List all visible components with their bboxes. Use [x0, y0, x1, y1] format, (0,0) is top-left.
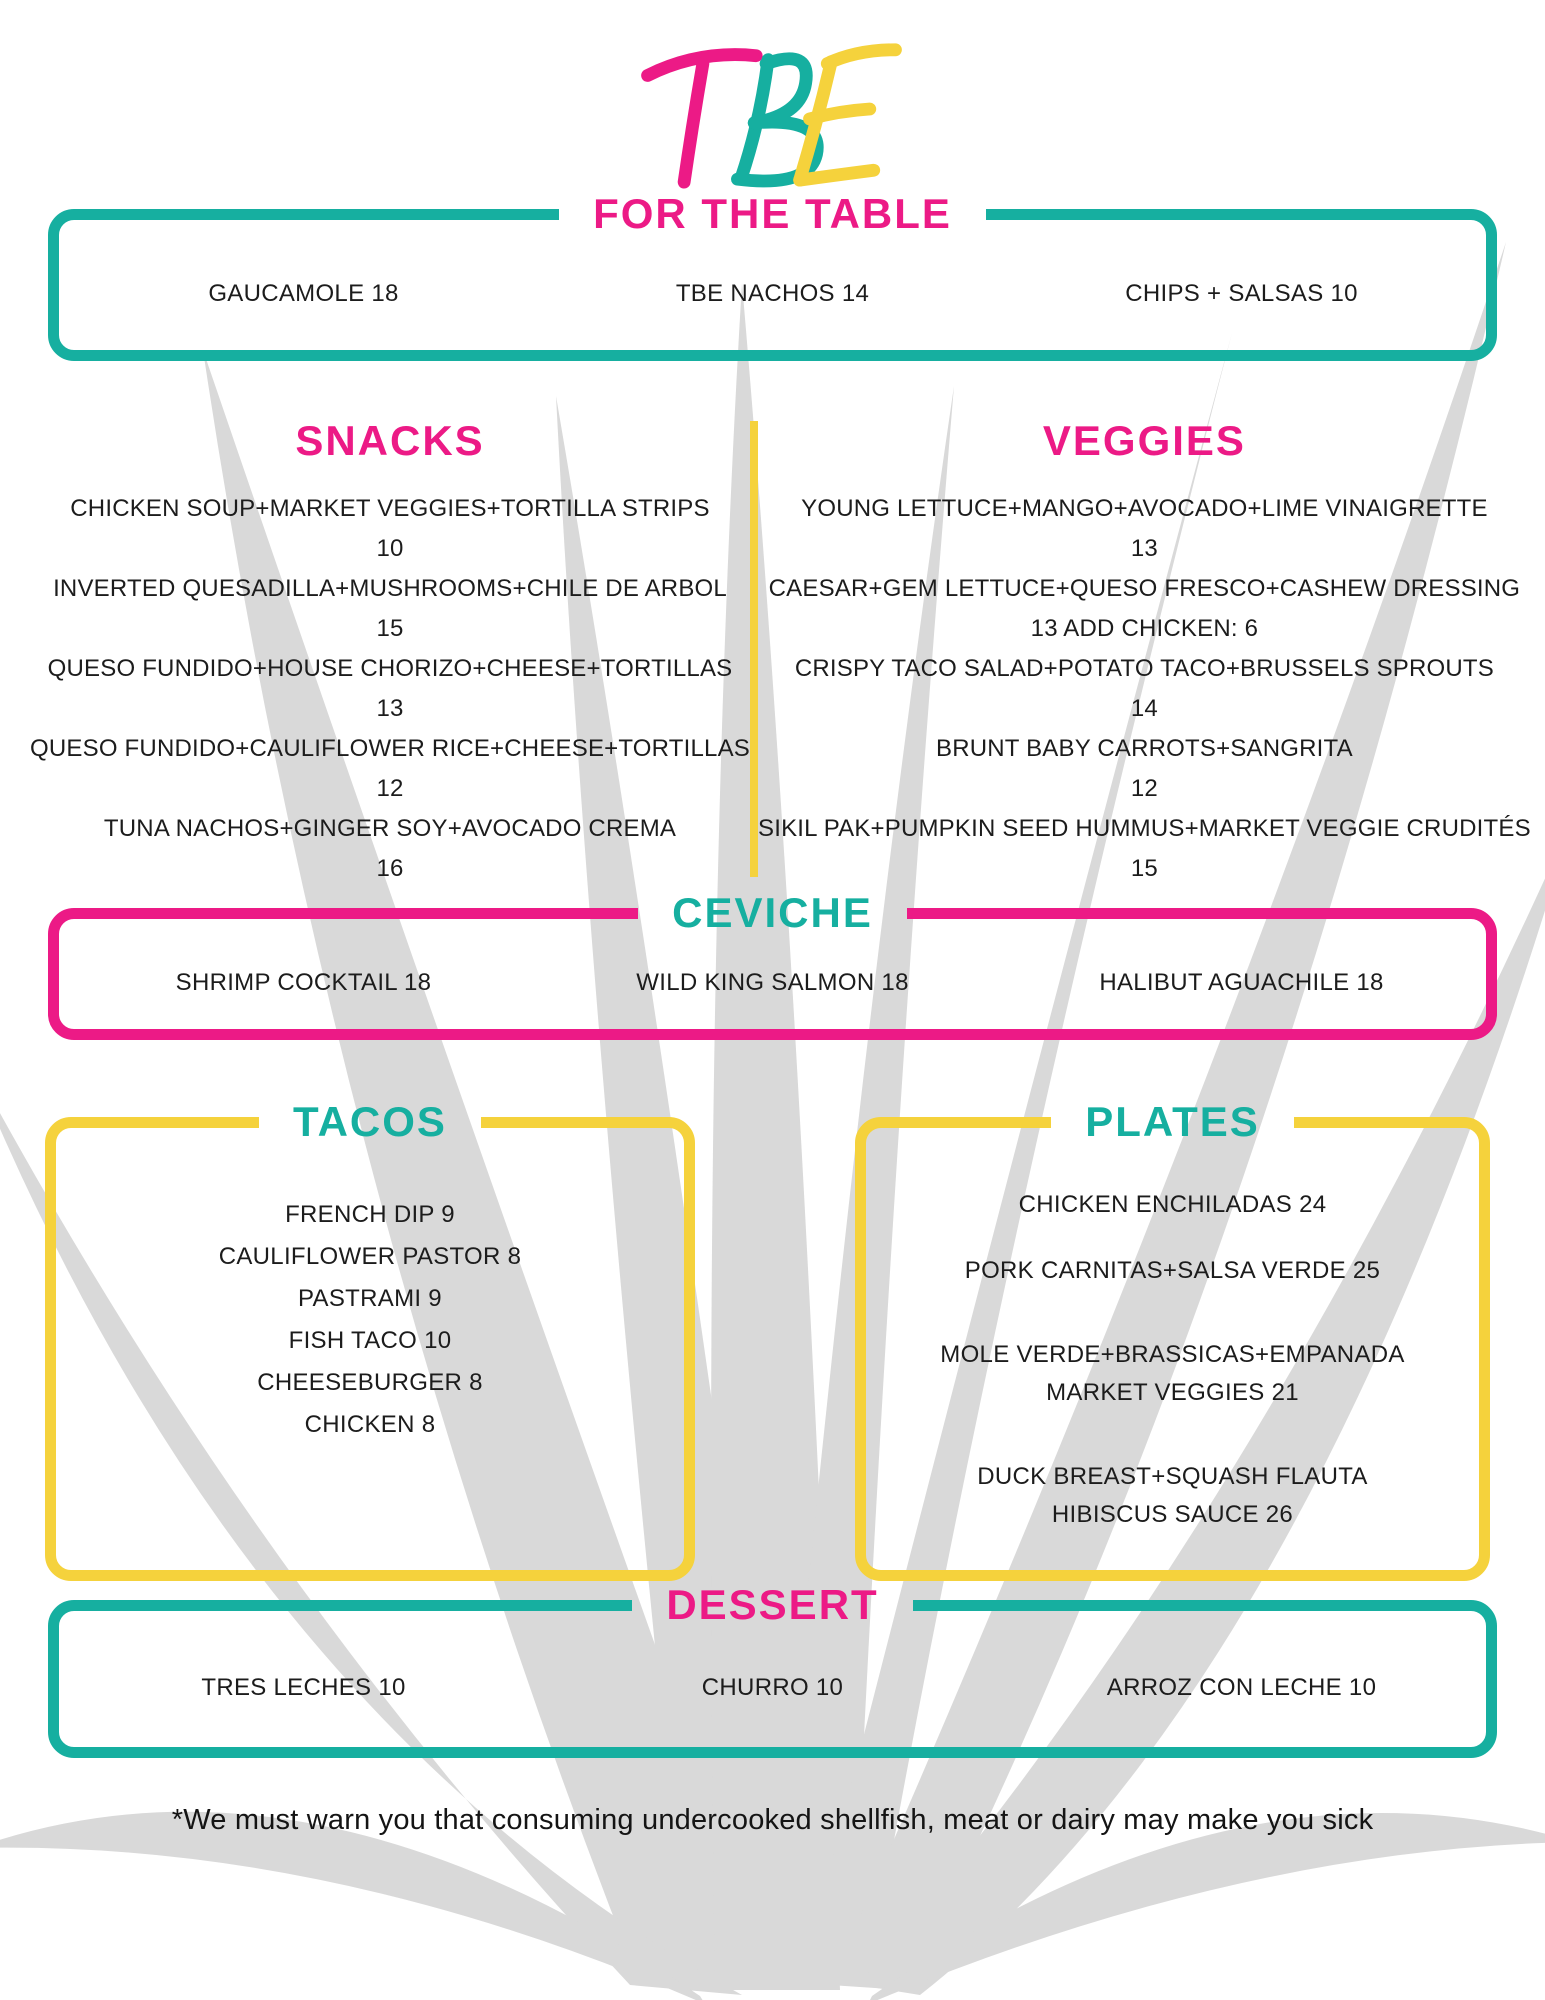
menu-item: FISH TACO 10 — [288, 1327, 452, 1354]
price: 15 — [376, 615, 404, 642]
menu-item: FRENCH DIP 9 — [285, 1201, 455, 1228]
tacos-plates-section: TACOS FRENCH DIP 9 CAULIFLOWER PASTOR 8 … — [45, 1098, 1490, 1581]
menu-item: QUESO FUNDIDO+HOUSE CHORIZO+CHEESE+TORTI… — [30, 649, 750, 729]
menu-item: GAUCAMOLE 18 — [208, 280, 399, 307]
section-title-for-the-table: FOR THE TABLE — [593, 190, 952, 237]
snacks-veggies-section: SNACKS CHICKEN SOUP+MARKET VEGGIES+TORTI… — [30, 417, 1531, 889]
price: 13 — [1130, 535, 1158, 562]
section-title-veggies: VEGGIES — [1042, 417, 1246, 464]
price: 12 — [1130, 775, 1158, 802]
vertical-divider — [750, 421, 759, 877]
logo-letter-b — [730, 52, 824, 188]
menu-item: SHRIMP COCKTAIL 18 — [175, 969, 432, 996]
menu-item: SIKIL PAK+PUMPKIN SEED HUMMUS+MARKET VEG… — [758, 809, 1531, 889]
menu-item: CHICKEN 8 — [304, 1411, 436, 1438]
section-dessert: DESSERT TRES LECHES 10 CHURRO 10 ARROZ C… — [48, 1581, 1497, 1758]
menu-item: CAESAR+GEM LETTUCE+QUESO FRESCO+CASHEW D… — [758, 569, 1531, 649]
menu-item: CHURRO 10 — [701, 1674, 844, 1701]
section-title-dessert: DESSERT — [666, 1581, 879, 1628]
section-title-ceviche: CEVICHE — [672, 889, 873, 936]
menu-item: CAULIFLOWER PASTOR 8 — [218, 1243, 522, 1270]
section-title-snacks: SNACKS — [295, 417, 485, 464]
menu-item: TUNA NACHOS+GINGER SOY+AVOCADO CREMA 16 — [30, 809, 750, 889]
menu-item: ARROZ CON LECHE 10 — [1106, 1674, 1377, 1701]
section-plates: PLATES CHICKEN ENCHILADAS 24 PORK CARNIT… — [855, 1098, 1490, 1581]
menu-item: YOUNG LETTUCE+MANGO+AVOCADO+LIME VINAIGR… — [758, 489, 1531, 569]
menu-item: PASTRAMI 9 — [298, 1285, 442, 1312]
menu-item: PORK CARNITAS+SALSA VERDE 25 — [964, 1257, 1381, 1284]
menu-item: MOLE VERDE+BRASSICAS+EMPANADA MARKET VEG… — [940, 1341, 1405, 1406]
menu-item: CHICKEN ENCHILADAS 24 — [1018, 1191, 1327, 1218]
health-disclaimer: *We must warn you that consuming underco… — [171, 1804, 1374, 1836]
menu-item: TBE NACHOS 14 — [675, 280, 870, 307]
price: 16 — [376, 855, 404, 882]
price: 13 ADD CHICKEN: 6 — [1030, 615, 1259, 642]
section-title-tacos: TACOS — [293, 1098, 447, 1145]
logo-letter-t — [640, 48, 763, 189]
logo — [0, 0, 1545, 190]
price: 10 — [376, 535, 404, 562]
menu-item: HALIBUT AGUACHILE 18 — [1099, 969, 1384, 996]
section-tacos: TACOS FRENCH DIP 9 CAULIFLOWER PASTOR 8 … — [45, 1098, 695, 1581]
price: 13 — [376, 695, 404, 722]
menu-item: WILD KING SALMON 18 — [636, 969, 909, 996]
menu-item: CHEESEBURGER 8 — [257, 1369, 483, 1396]
veggies-column: VEGGIES YOUNG LETTUCE+MANGO+AVOCADO+LIME… — [758, 417, 1531, 889]
section-title-plates: PLATES — [1085, 1098, 1260, 1145]
snacks-column: SNACKS CHICKEN SOUP+MARKET VEGGIES+TORTI… — [30, 417, 750, 889]
menu-item: INVERTED QUESADILLA+MUSHROOMS+CHILE DE A… — [30, 569, 750, 649]
section-for-the-table: FOR THE TABLE GAUCAMOLE 18 TBE NACHOS 14… — [48, 190, 1497, 361]
menu-item: BRUNT BABY CARROTS+SANGRITA 12 — [758, 729, 1531, 809]
price: 14 — [1130, 695, 1158, 722]
menu-item: DUCK BREAST+SQUASH FLAUTA HIBISCUS SAUCE… — [977, 1463, 1368, 1528]
price: 15 — [1130, 855, 1158, 882]
logo-letter-e — [792, 43, 902, 187]
menu-item: CHICKEN SOUP+MARKET VEGGIES+TORTILLA STR… — [30, 489, 750, 569]
footer: *We must warn you that consuming underco… — [0, 1804, 1545, 1837]
section-ceviche: CEVICHE SHRIMP COCKTAIL 18 WILD KING SAL… — [48, 889, 1497, 1040]
menu-item: QUESO FUNDIDO+CAULIFLOWER RICE+CHEESE+TO… — [30, 729, 750, 809]
menu-item: TRES LECHES 10 — [201, 1674, 406, 1701]
menu-item: CHIPS + SALSAS 10 — [1125, 280, 1358, 307]
price: 12 — [376, 775, 404, 802]
menu-item: CRISPY TACO SALAD+POTATO TACO+BRUSSELS S… — [758, 649, 1531, 729]
